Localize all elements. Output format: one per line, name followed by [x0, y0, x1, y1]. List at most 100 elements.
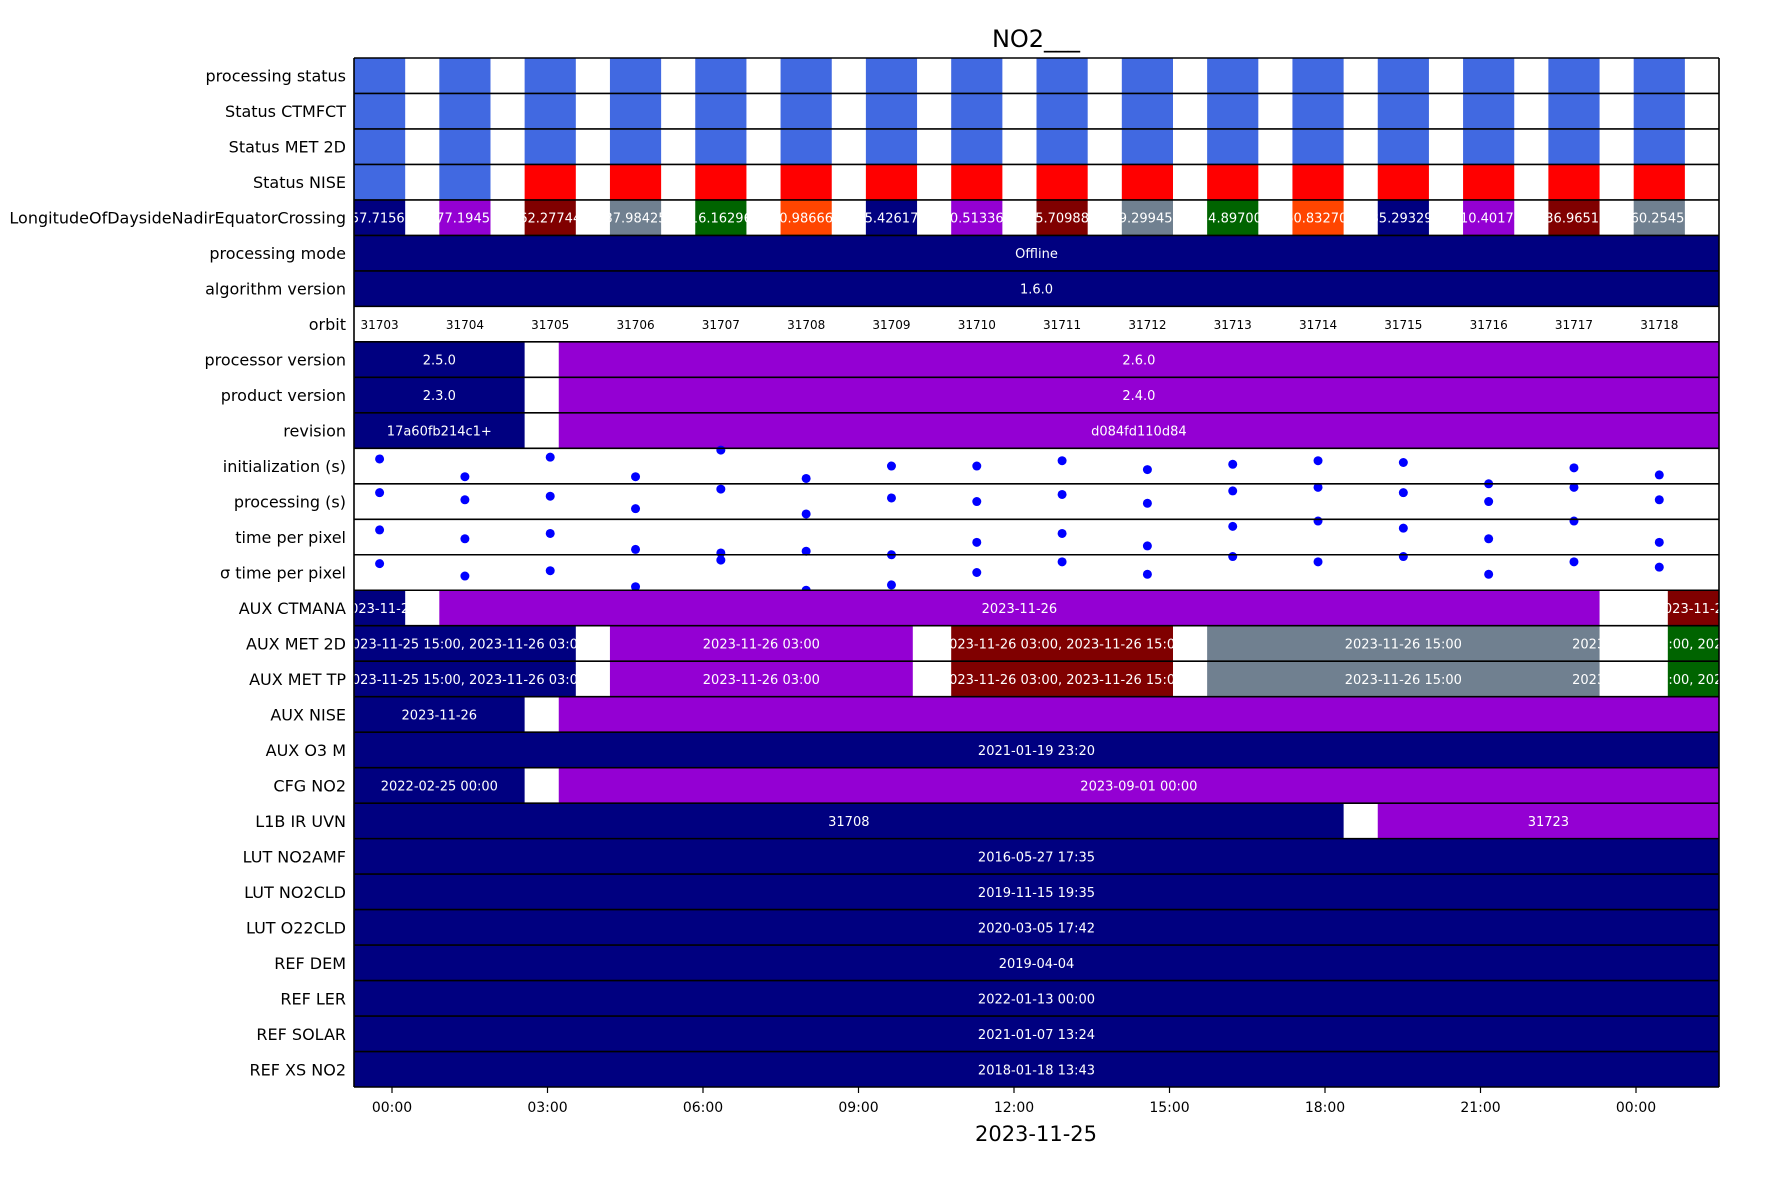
orbit-number: 31710 — [958, 318, 996, 332]
granule-cell — [865, 128, 918, 165]
granule-cell — [354, 199, 406, 236]
granule-cell — [1463, 164, 1515, 200]
span-label: 2020-03-05 17:42 — [978, 921, 1095, 936]
row-label: Status NISE — [253, 173, 346, 192]
span-label: Offline — [1015, 247, 1058, 262]
orbit-number: 31708 — [787, 318, 825, 332]
granule-cell — [354, 93, 406, 129]
span-bar — [354, 803, 1344, 839]
row-label: time per pixel — [235, 528, 346, 547]
span-label: 1.6.0 — [1020, 283, 1053, 298]
span-bar — [354, 874, 1719, 910]
granule-cell — [354, 58, 406, 94]
span-label: d084fd110d84 — [1091, 425, 1187, 440]
row-label: AUX CTMANA — [239, 599, 346, 618]
span-bar — [1207, 661, 1600, 697]
chart-title: NO2___ — [992, 25, 1081, 53]
data-point — [631, 504, 641, 514]
granule-cell — [1548, 164, 1600, 200]
span-bar — [354, 270, 1719, 307]
span-bar — [1667, 661, 1719, 697]
granule-cell — [354, 164, 406, 200]
x-axis-label: 2023-11-25 — [975, 1122, 1097, 1146]
granule-cell — [695, 199, 747, 236]
granule-cell — [780, 164, 832, 200]
data-point — [1654, 495, 1664, 505]
granule-cell — [439, 164, 491, 200]
granule-cell — [439, 93, 491, 129]
orbit-number: 31705 — [531, 318, 569, 332]
data-point — [1569, 463, 1579, 473]
row-label: REF SOLAR — [256, 1025, 346, 1044]
granule-cell — [1463, 199, 1515, 236]
span-label: 31723 — [1528, 815, 1569, 830]
row-label: REF LER — [280, 989, 346, 1008]
data-point — [1228, 459, 1238, 469]
data-point — [1057, 489, 1067, 499]
data-point — [972, 497, 982, 507]
data-point — [1142, 498, 1152, 508]
span-label: 2023-11-25 — [342, 602, 418, 617]
data-point — [1228, 552, 1238, 562]
data-point — [1313, 516, 1323, 526]
span-label: 2023-11-26 03:00 — [703, 637, 820, 652]
granule-cell — [1036, 128, 1088, 165]
span-label: 2023-11-26 03:00, 2023-11-26 15:00 — [941, 637, 1184, 652]
span-label: 2023-11-26 03:00, 2023-11-26 15:00 — [941, 673, 1184, 688]
span-bar — [609, 661, 913, 697]
row-label: processing (s) — [234, 493, 346, 512]
granule-cell — [695, 128, 747, 165]
granule-cell — [439, 128, 491, 165]
span-bar — [354, 945, 1719, 981]
row-label: LUT NO2AMF — [243, 847, 346, 866]
row-label: LongitudeOfDaysideNadirEquatorCrossing — [9, 209, 346, 228]
orbit-number: 31713 — [1214, 318, 1252, 332]
granule-cell — [1377, 199, 1429, 236]
granule-cell — [1207, 164, 1259, 200]
granule-cell — [951, 199, 1003, 236]
granule-cell — [1036, 93, 1088, 129]
data-point — [460, 495, 470, 505]
granule-cell — [1292, 58, 1344, 94]
span-label: 2018-01-18 13:43 — [978, 1063, 1095, 1078]
orbit-number: 31711 — [1043, 318, 1081, 332]
granule-cell — [609, 199, 662, 236]
data-point — [1142, 569, 1152, 579]
span-label: 2023-09-01 00:00 — [1080, 779, 1197, 794]
granule-cell — [524, 58, 576, 94]
span-bar — [951, 661, 1173, 697]
granule-cell — [1036, 164, 1088, 200]
granule-cell — [1121, 199, 1173, 236]
granule-value: -60.832708 — [1281, 212, 1356, 227]
x-tick-label: 15:00 — [1149, 1100, 1189, 1116]
granule-cell — [1377, 164, 1429, 200]
row-label: AUX MET 2D — [246, 634, 346, 653]
x-tick-label: 03:00 — [527, 1100, 567, 1116]
granule-cell — [1548, 199, 1600, 236]
granule-cell — [1121, 164, 1173, 200]
data-point — [1057, 456, 1067, 466]
data-point — [1398, 552, 1408, 562]
span-label: 2016-05-27 17:35 — [978, 850, 1095, 865]
data-point — [716, 445, 726, 455]
data-point — [1398, 523, 1408, 533]
granule-cell — [780, 93, 832, 129]
granule-cell — [1463, 58, 1515, 94]
span-bar — [354, 909, 1719, 946]
granule-value: -136.965124 — [1532, 212, 1615, 227]
data-point — [1398, 488, 1408, 498]
span-label: 2023-11-26 — [982, 602, 1058, 617]
span-bar — [354, 767, 525, 804]
data-point — [1313, 482, 1323, 492]
data-point — [716, 555, 726, 565]
row-label: processing status — [206, 67, 346, 86]
granule-cell — [354, 128, 406, 165]
row-label: product version — [221, 386, 346, 405]
row-label: REF DEM — [274, 954, 346, 973]
row-label: processor version — [204, 351, 346, 370]
x-tick-label: 00:00 — [1616, 1100, 1656, 1116]
span-label: 2022-02-25 00:00 — [381, 779, 498, 794]
span-label: 2.5.0 — [423, 354, 456, 369]
row-label: AUX O3 M — [266, 741, 346, 760]
data-point — [631, 582, 641, 592]
